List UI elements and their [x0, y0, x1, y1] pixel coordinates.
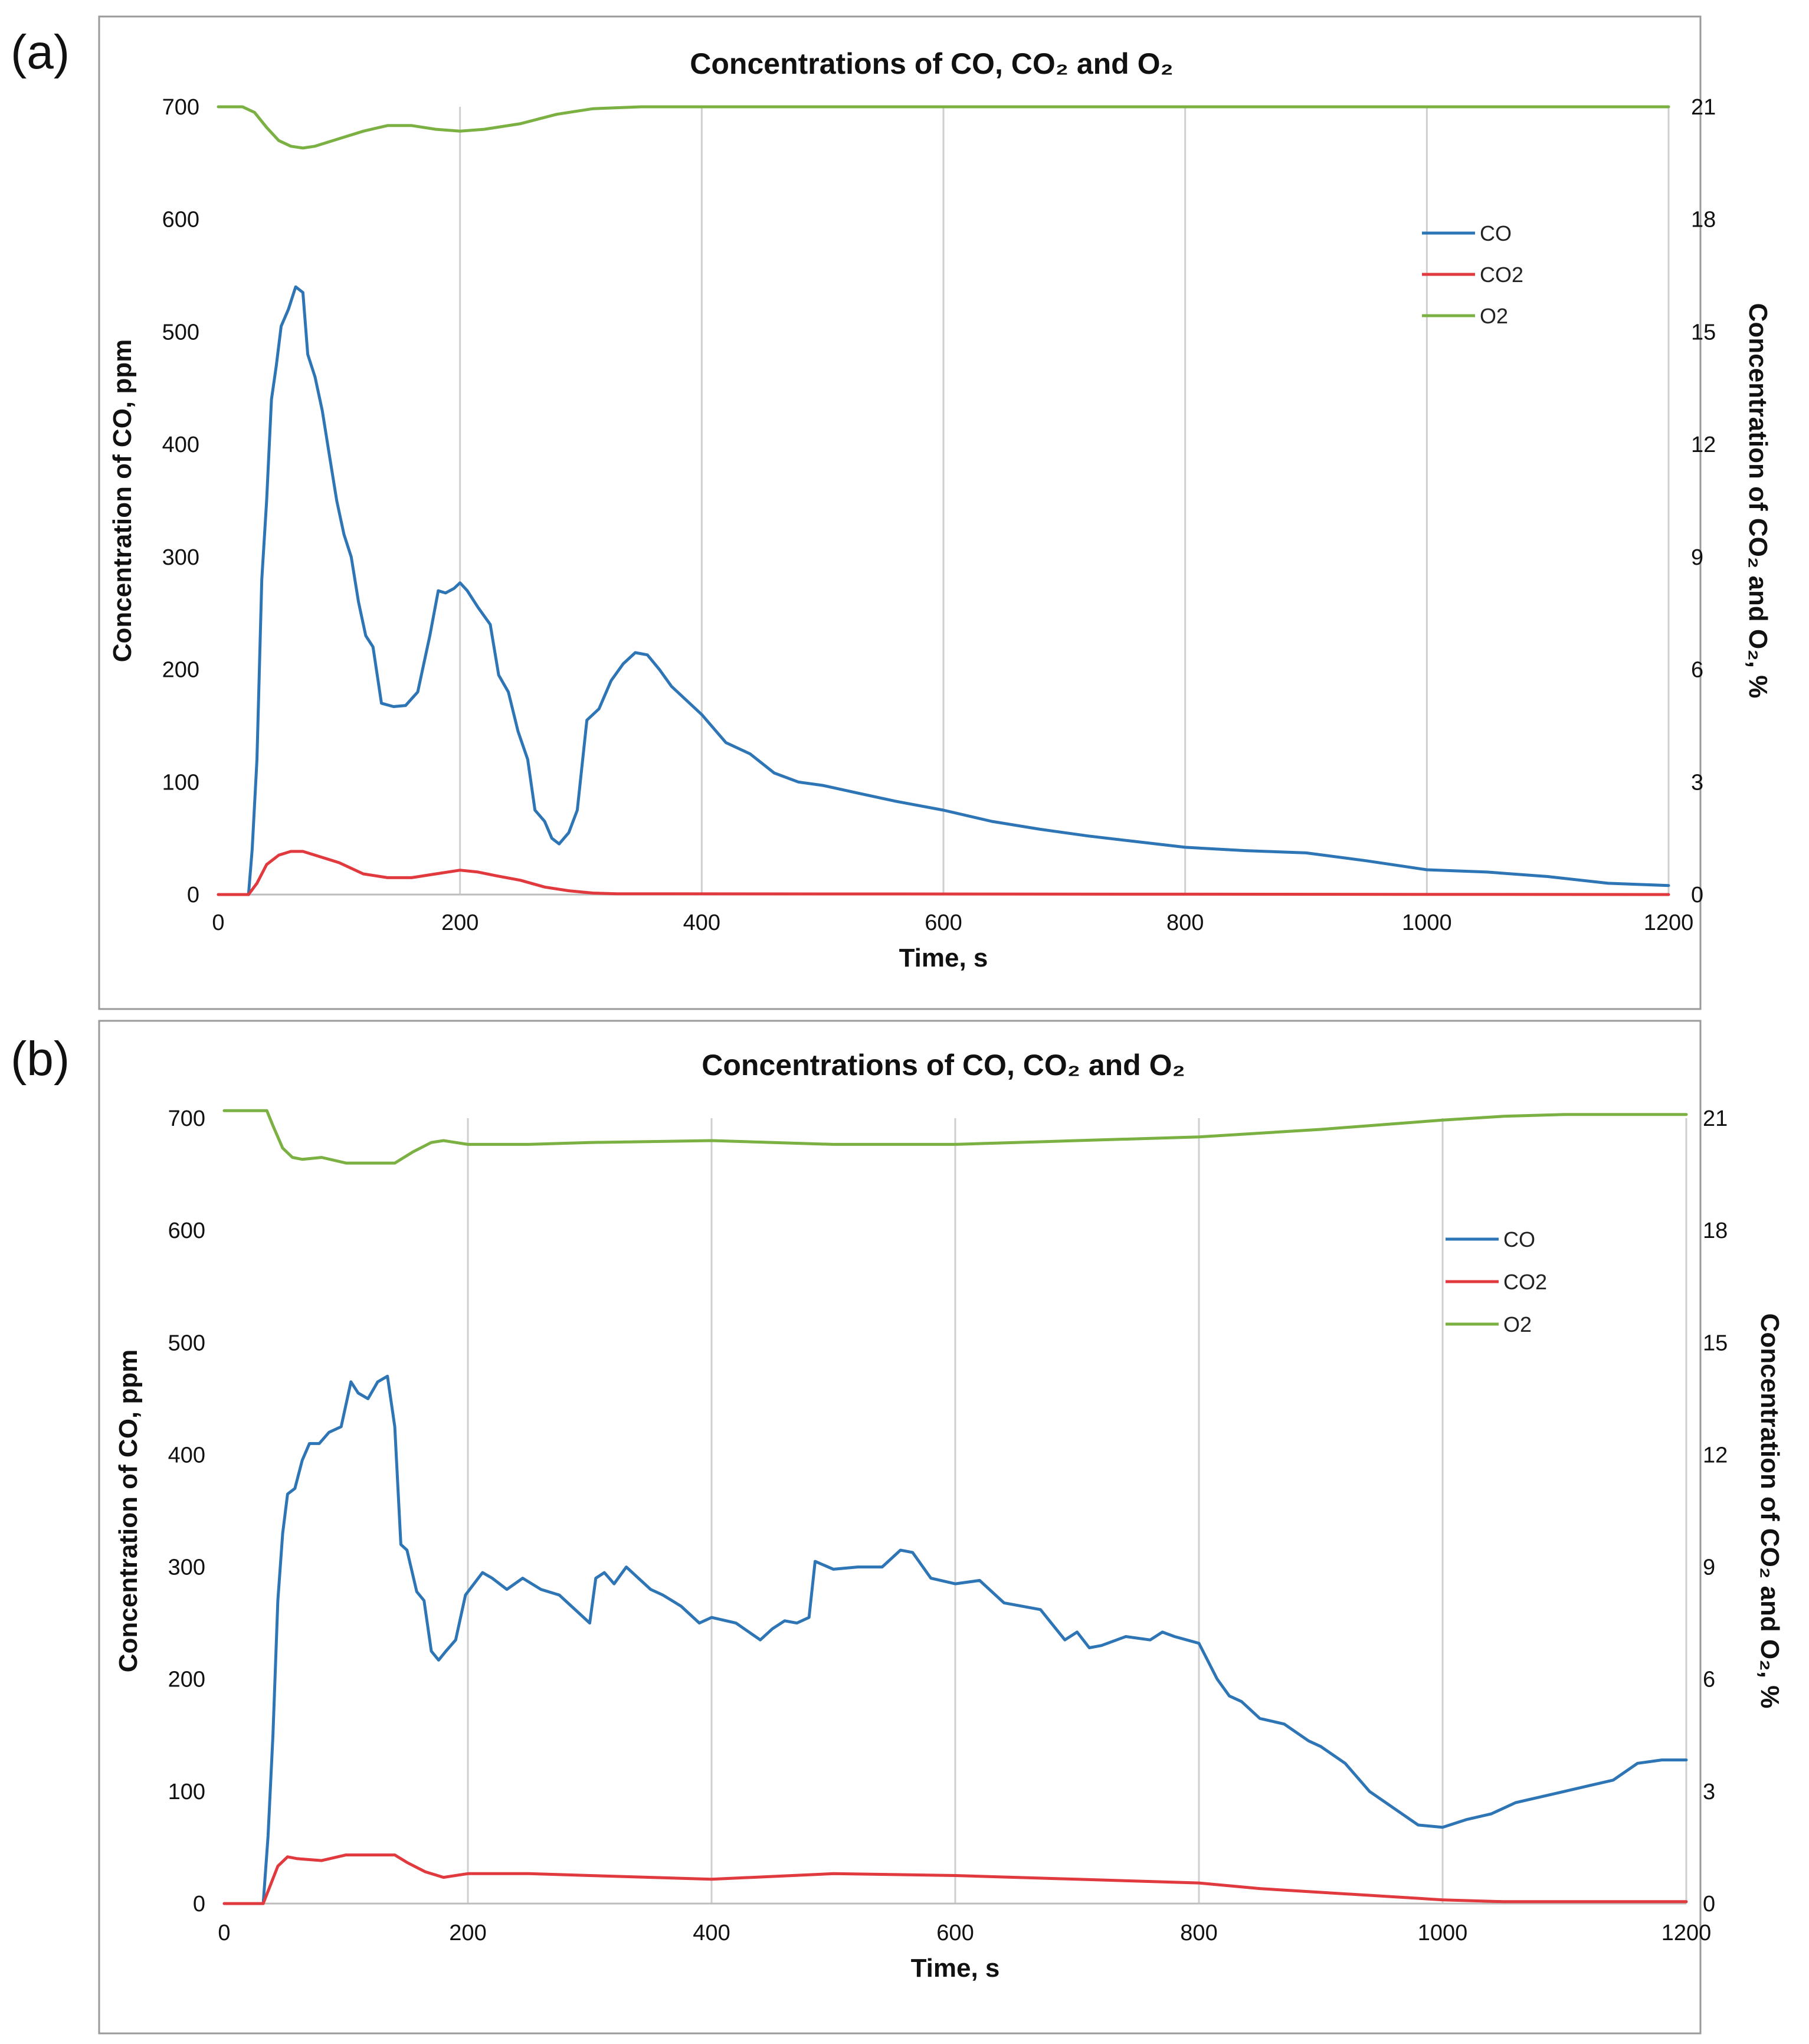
- chart-0: 0 200 400 600 800 1000 12000100200300400500600…: [98, 15, 1772, 1010]
- x-tick-label: 200: [441, 910, 479, 935]
- y-tick-label: 0: [193, 1892, 205, 1917]
- series-line-co: [217, 285, 1670, 896]
- y-tick-label: 200: [162, 658, 199, 683]
- series-line-co2: [222, 1853, 1688, 1905]
- y2-tick-label: 12: [1691, 433, 1716, 457]
- y-tick-label: 500: [168, 1331, 205, 1355]
- x-tick-label: 600: [936, 1921, 974, 1945]
- panel-label-b: (b): [11, 1032, 70, 1086]
- panel-label-a: (a): [11, 25, 70, 79]
- x-tick-label: 800: [1166, 910, 1204, 935]
- y-tick-label: 400: [168, 1443, 205, 1468]
- y-axis-title: Concentration of CO, ppm: [108, 339, 137, 663]
- x-tick-label: 400: [693, 1921, 730, 1945]
- y2-tick-label: 21: [1703, 1106, 1728, 1131]
- x-tick-label: 1200: [1644, 910, 1694, 935]
- x-tick-label: 0: [218, 1921, 230, 1945]
- x-tick-label: 1200: [1661, 1921, 1712, 1945]
- legend-label-o2: O2: [1480, 304, 1508, 328]
- y-axis-title: Concentration of CO, ppm: [114, 1349, 143, 1673]
- x-tick-label: 0: [212, 910, 224, 935]
- y-tick-label: 200: [168, 1668, 205, 1692]
- y2-tick-label: 9: [1703, 1555, 1715, 1580]
- y-tick-label: 300: [162, 545, 199, 570]
- legend-label-co: CO: [1503, 1227, 1535, 1252]
- y2-tick-label: 18: [1703, 1218, 1728, 1243]
- x-tick-label: 1000: [1402, 910, 1452, 935]
- y2-axis-title: Concentration of CO₂ and O₂, %: [1755, 1313, 1784, 1709]
- series-line-o2: [222, 1109, 1688, 1165]
- y2-tick-label: 21: [1691, 95, 1716, 120]
- y-tick-label: 100: [162, 770, 199, 795]
- y2-tick-label: 3: [1691, 770, 1703, 795]
- y2-tick-label: 15: [1703, 1331, 1728, 1355]
- y-tick-label: 100: [168, 1780, 205, 1804]
- y2-tick-label: 12: [1703, 1443, 1728, 1468]
- y2-tick-label: 6: [1703, 1668, 1715, 1692]
- y2-tick-label: 18: [1691, 208, 1716, 232]
- series-line-co: [222, 1374, 1688, 1905]
- legend-label-co: CO: [1480, 221, 1512, 245]
- legend-label-co2: CO2: [1480, 263, 1523, 287]
- y2-axis-title: Concentration of CO₂ and O₂, %: [1744, 303, 1772, 699]
- x-axis-title: Time, s: [899, 944, 988, 972]
- y2-tick-label: 0: [1691, 883, 1703, 908]
- y-tick-label: 500: [162, 320, 199, 345]
- y-tick-label: 400: [162, 433, 199, 457]
- x-tick-label: 600: [925, 910, 962, 935]
- chart-title: Concentrations of CO, CO₂ and O₂: [690, 47, 1173, 80]
- y2-tick-label: 0: [1703, 1892, 1715, 1917]
- y-tick-label: 600: [168, 1218, 205, 1243]
- y2-tick-label: 15: [1691, 320, 1716, 345]
- chart-frame: [98, 15, 1702, 1010]
- y2-tick-label: 3: [1703, 1780, 1715, 1804]
- chart-frame: [98, 1020, 1702, 2035]
- series-line-co2: [217, 850, 1670, 896]
- y2-tick-label: 9: [1691, 545, 1703, 570]
- y-tick-label: 600: [162, 208, 199, 232]
- y-tick-label: 300: [168, 1555, 205, 1580]
- x-tick-label: 1000: [1418, 1921, 1468, 1945]
- x-tick-label: 200: [449, 1921, 486, 1945]
- y-tick-label: 700: [168, 1106, 205, 1131]
- series-line-o2: [217, 105, 1670, 150]
- chart-1: 0 200 400 600 800 1000 1200 0 100 200 300 400 500 600…: [98, 1020, 1784, 2035]
- x-axis-title: Time, s: [911, 1954, 1000, 1983]
- legend-label-co2: CO2: [1503, 1270, 1547, 1294]
- y-tick-label: 700: [162, 95, 199, 120]
- y-tick-label: 0: [187, 883, 199, 908]
- chart-title: Concentrations of CO, CO₂ and O₂: [702, 1049, 1185, 1082]
- x-tick-label: 800: [1180, 1921, 1217, 1945]
- x-tick-label: 400: [683, 910, 720, 935]
- y2-tick-label: 6: [1691, 658, 1703, 683]
- legend-label-o2: O2: [1503, 1312, 1532, 1337]
